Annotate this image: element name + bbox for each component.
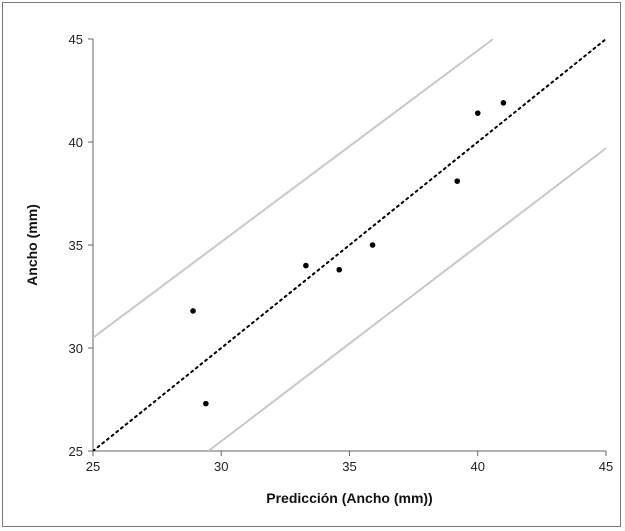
data-point [454,178,461,184]
x-tick-label: 40 [471,459,485,474]
data-points [190,100,507,407]
scatter-chart: 25 30 35 40 45 25 30 35 40 45 Predicción (Ancho … [24,32,613,506]
y-tick-label: 40 [69,135,83,150]
x-tick-label: 30 [214,459,228,474]
upper-bound-line [93,39,494,339]
lower-bound-line [207,147,606,451]
data-point [369,242,376,248]
data-point [336,266,343,273]
x-tick-label: 25 [86,459,100,474]
x-tick-label: 35 [342,459,356,474]
chart-frame: 25 30 35 40 45 25 30 35 40 45 Predicción (Ancho … [2,2,621,527]
chart-lines [93,39,606,451]
data-point [500,100,507,106]
reference-line [93,39,606,451]
x-tick-label: 45 [599,459,613,474]
y-axis-title: Ancho (mm) [24,204,40,286]
x-axis-title: Predicción (Ancho (mm)) [266,490,432,506]
data-point [203,400,209,407]
data-point [190,308,196,314]
y-tick-label: 35 [69,238,83,253]
data-point [303,262,309,269]
y-tick-label: 30 [69,341,83,356]
y-tick-label: 45 [69,32,83,47]
y-tick-labels: 25 30 35 40 45 [69,32,93,459]
data-point [474,110,481,116]
y-tick-label: 25 [69,444,83,459]
x-tick-labels: 25 30 35 40 45 [86,451,613,474]
